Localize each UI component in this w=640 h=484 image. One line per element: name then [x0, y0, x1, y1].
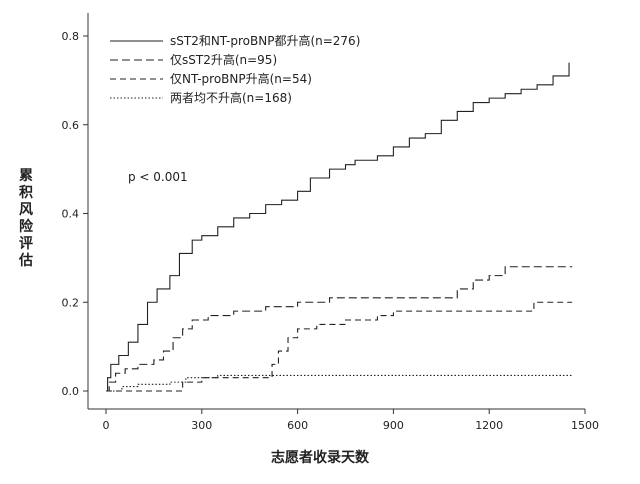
x-tick-label: 1200 [475, 419, 503, 432]
y-tick-label: 0.2 [62, 296, 80, 309]
y-tick-label: 0.0 [62, 385, 80, 398]
x-axis-label: 志愿者收录天数 [271, 450, 369, 466]
y-tick-label: 0.6 [62, 119, 80, 132]
series-line-2 [106, 266, 573, 392]
series-line-4 [106, 374, 573, 392]
y-tick-label: 0.8 [62, 30, 80, 43]
x-tick-label: 600 [287, 419, 308, 432]
y-tick-label: 0.4 [62, 208, 80, 221]
legend-label-2: 仅sST2升高(n=95) [170, 52, 277, 67]
legend-label-4: 两者均不升高(n=168) [170, 90, 292, 105]
series-line-1 [106, 62, 570, 392]
legend-label-3: 仅NT-proBNP升高(n=54) [170, 71, 312, 86]
series-lines [106, 62, 573, 392]
legend-label-1: sST2和NT-proBNP都升高(n=276) [170, 33, 360, 48]
series-line-3 [106, 301, 573, 392]
x-tick-label: 1500 [571, 419, 599, 432]
x-tick-label: 900 [383, 419, 404, 432]
y-axis-label: 累积风险评估 [19, 168, 33, 269]
legend: sST2和NT-proBNP都升高(n=276) 仅sST2升高(n=95) 仅NT… [110, 33, 360, 105]
axes [87, 13, 585, 410]
p-value-annotation: p < 0.001 [128, 170, 188, 184]
ticks: 0 300 600 900 1200 1500 0.0 0.2 0.4 0.6 0.8 [62, 30, 600, 432]
x-tick-label: 300 [191, 419, 212, 432]
x-tick-label: 0 [103, 419, 110, 432]
